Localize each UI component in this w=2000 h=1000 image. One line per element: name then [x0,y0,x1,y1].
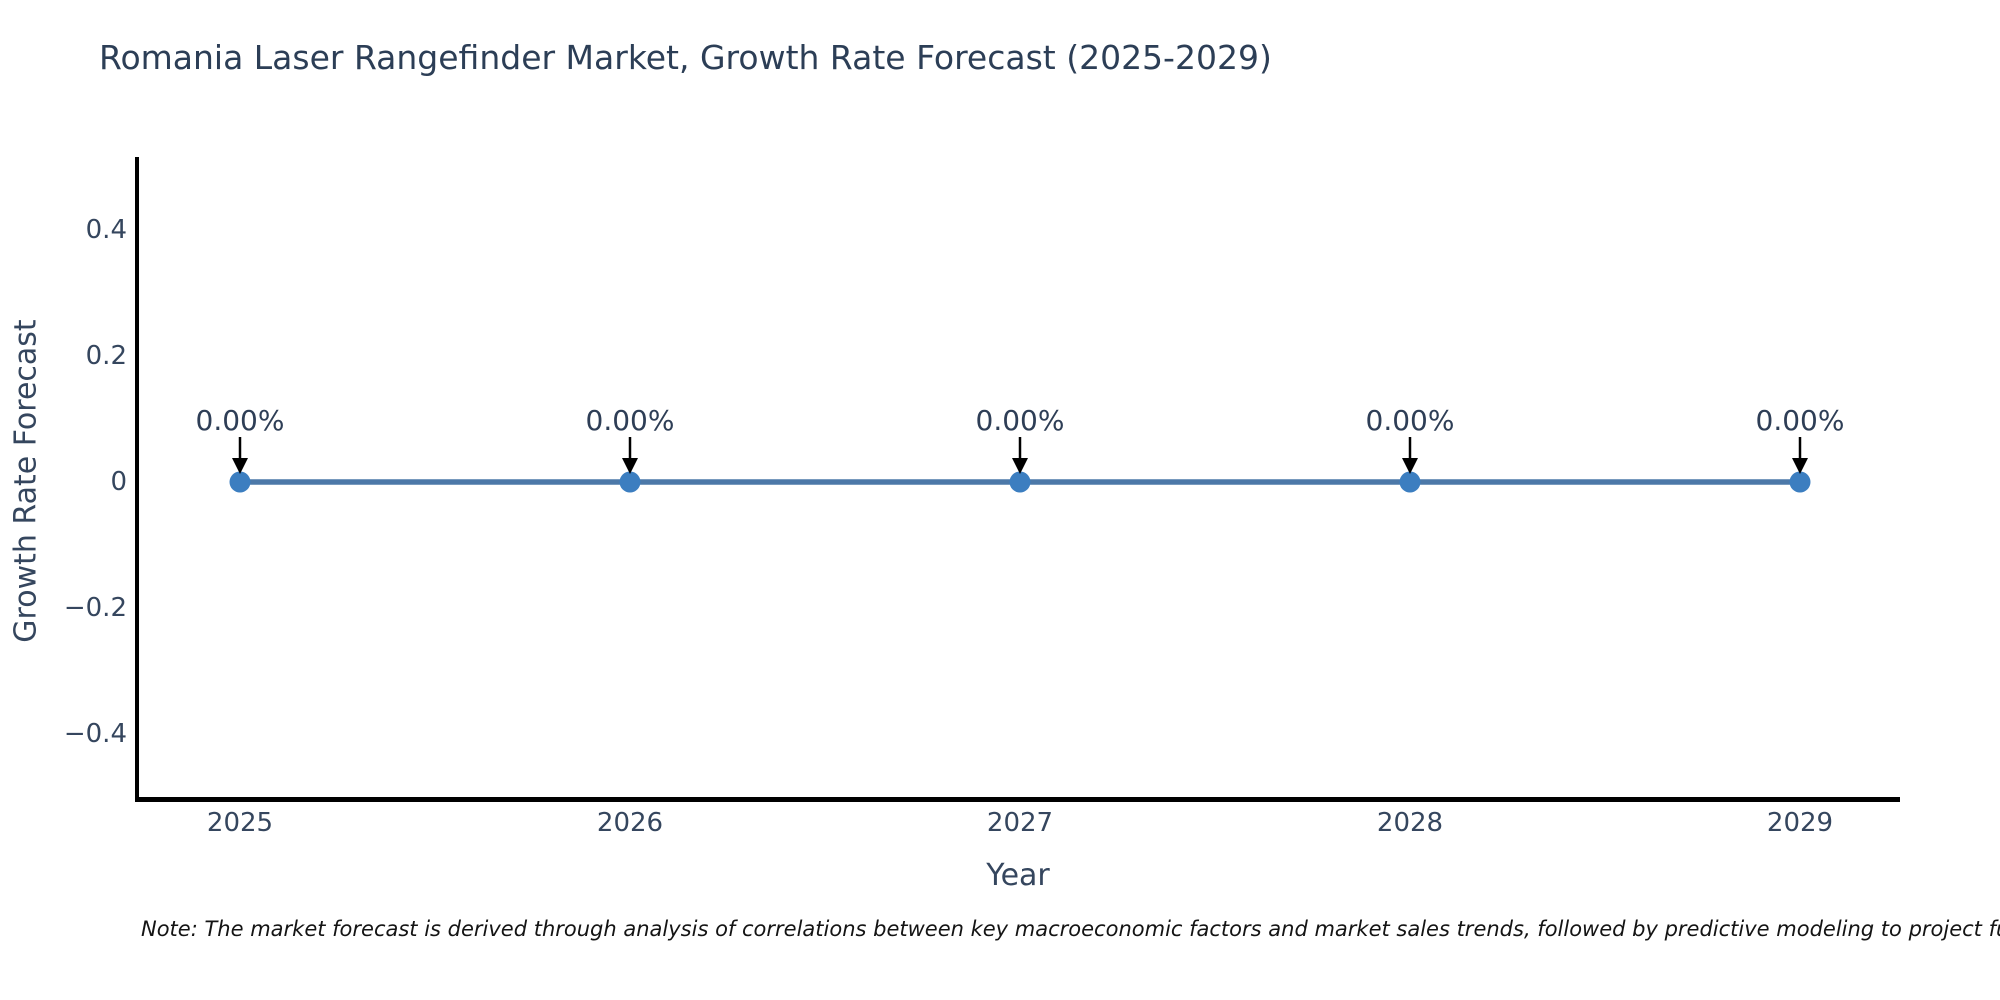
point-annotation-label: 0.00% [586,404,675,437]
data-point-marker [1399,471,1421,493]
point-annotation-label: 0.00% [1366,404,1455,437]
y-axis-line [135,157,139,801]
y-tick-label: −0.4 [63,719,127,749]
x-axis-line [135,797,1900,802]
data-point-marker [619,471,641,493]
point-annotation-label: 0.00% [1756,404,1845,437]
x-tick-label: 2027 [986,808,1054,838]
data-point-marker [1789,471,1811,493]
x-tick-label: 2028 [1376,808,1444,838]
data-point-marker [229,471,251,493]
data-point-marker [1009,471,1031,493]
footnote: Note: The market forecast is derived thr… [141,917,2000,941]
annotation-arrowhead [1012,458,1028,474]
y-tick-label: −0.2 [63,593,127,623]
point-annotation-label: 0.00% [196,404,285,437]
x-axis-title: Year [986,858,1050,893]
annotation-arrowhead [232,458,248,474]
annotation-arrowhead [1402,458,1418,474]
y-tick-label: 0.2 [85,341,127,371]
chart-title: Romania Laser Rangefinder Market, Growth… [99,38,1272,77]
x-tick-label: 2029 [1766,808,1834,838]
x-tick-label: 2025 [206,808,274,838]
annotation-arrowhead [1792,458,1808,474]
x-tick-label: 2026 [596,808,664,838]
point-annotation-label: 0.00% [976,404,1065,437]
y-tick-label: 0.4 [85,215,127,245]
annotation-arrowhead [622,458,638,474]
y-tick-label: 0 [110,467,127,497]
